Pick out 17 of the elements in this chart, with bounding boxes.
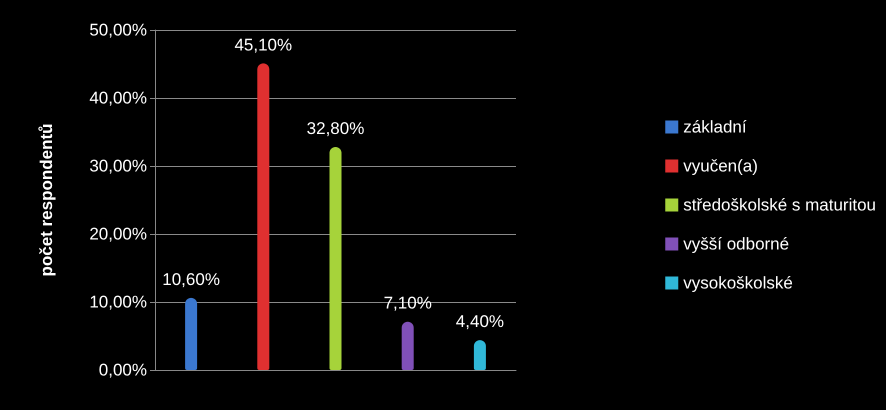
legend-label: středoškolské s maturitou [683, 196, 876, 214]
y-tick-label: 50,00% [89, 20, 147, 40]
legend-label: vysokoškolské [683, 274, 793, 292]
data-label: 4,40% [456, 312, 504, 332]
y-tick-label: 30,00% [89, 156, 147, 176]
y-tick-label: 0,00% [98, 360, 147, 380]
data-label: 7,10% [384, 294, 432, 313]
y-tick-label: 20,00% [89, 224, 147, 244]
data-label: 45,10% [234, 35, 292, 54]
legend-label: vyšší odborné [683, 234, 790, 254]
data-label: 10,60% [162, 270, 220, 289]
y-tick-label: 10,00% [89, 292, 147, 312]
legend-label: základní [683, 118, 747, 136]
y-tick-label: 40,00% [89, 88, 147, 108]
data-label: 32,80% [306, 118, 364, 138]
y-axis-title: počet respondentů [37, 123, 56, 277]
legend-label: vyučen(a) [683, 156, 758, 176]
